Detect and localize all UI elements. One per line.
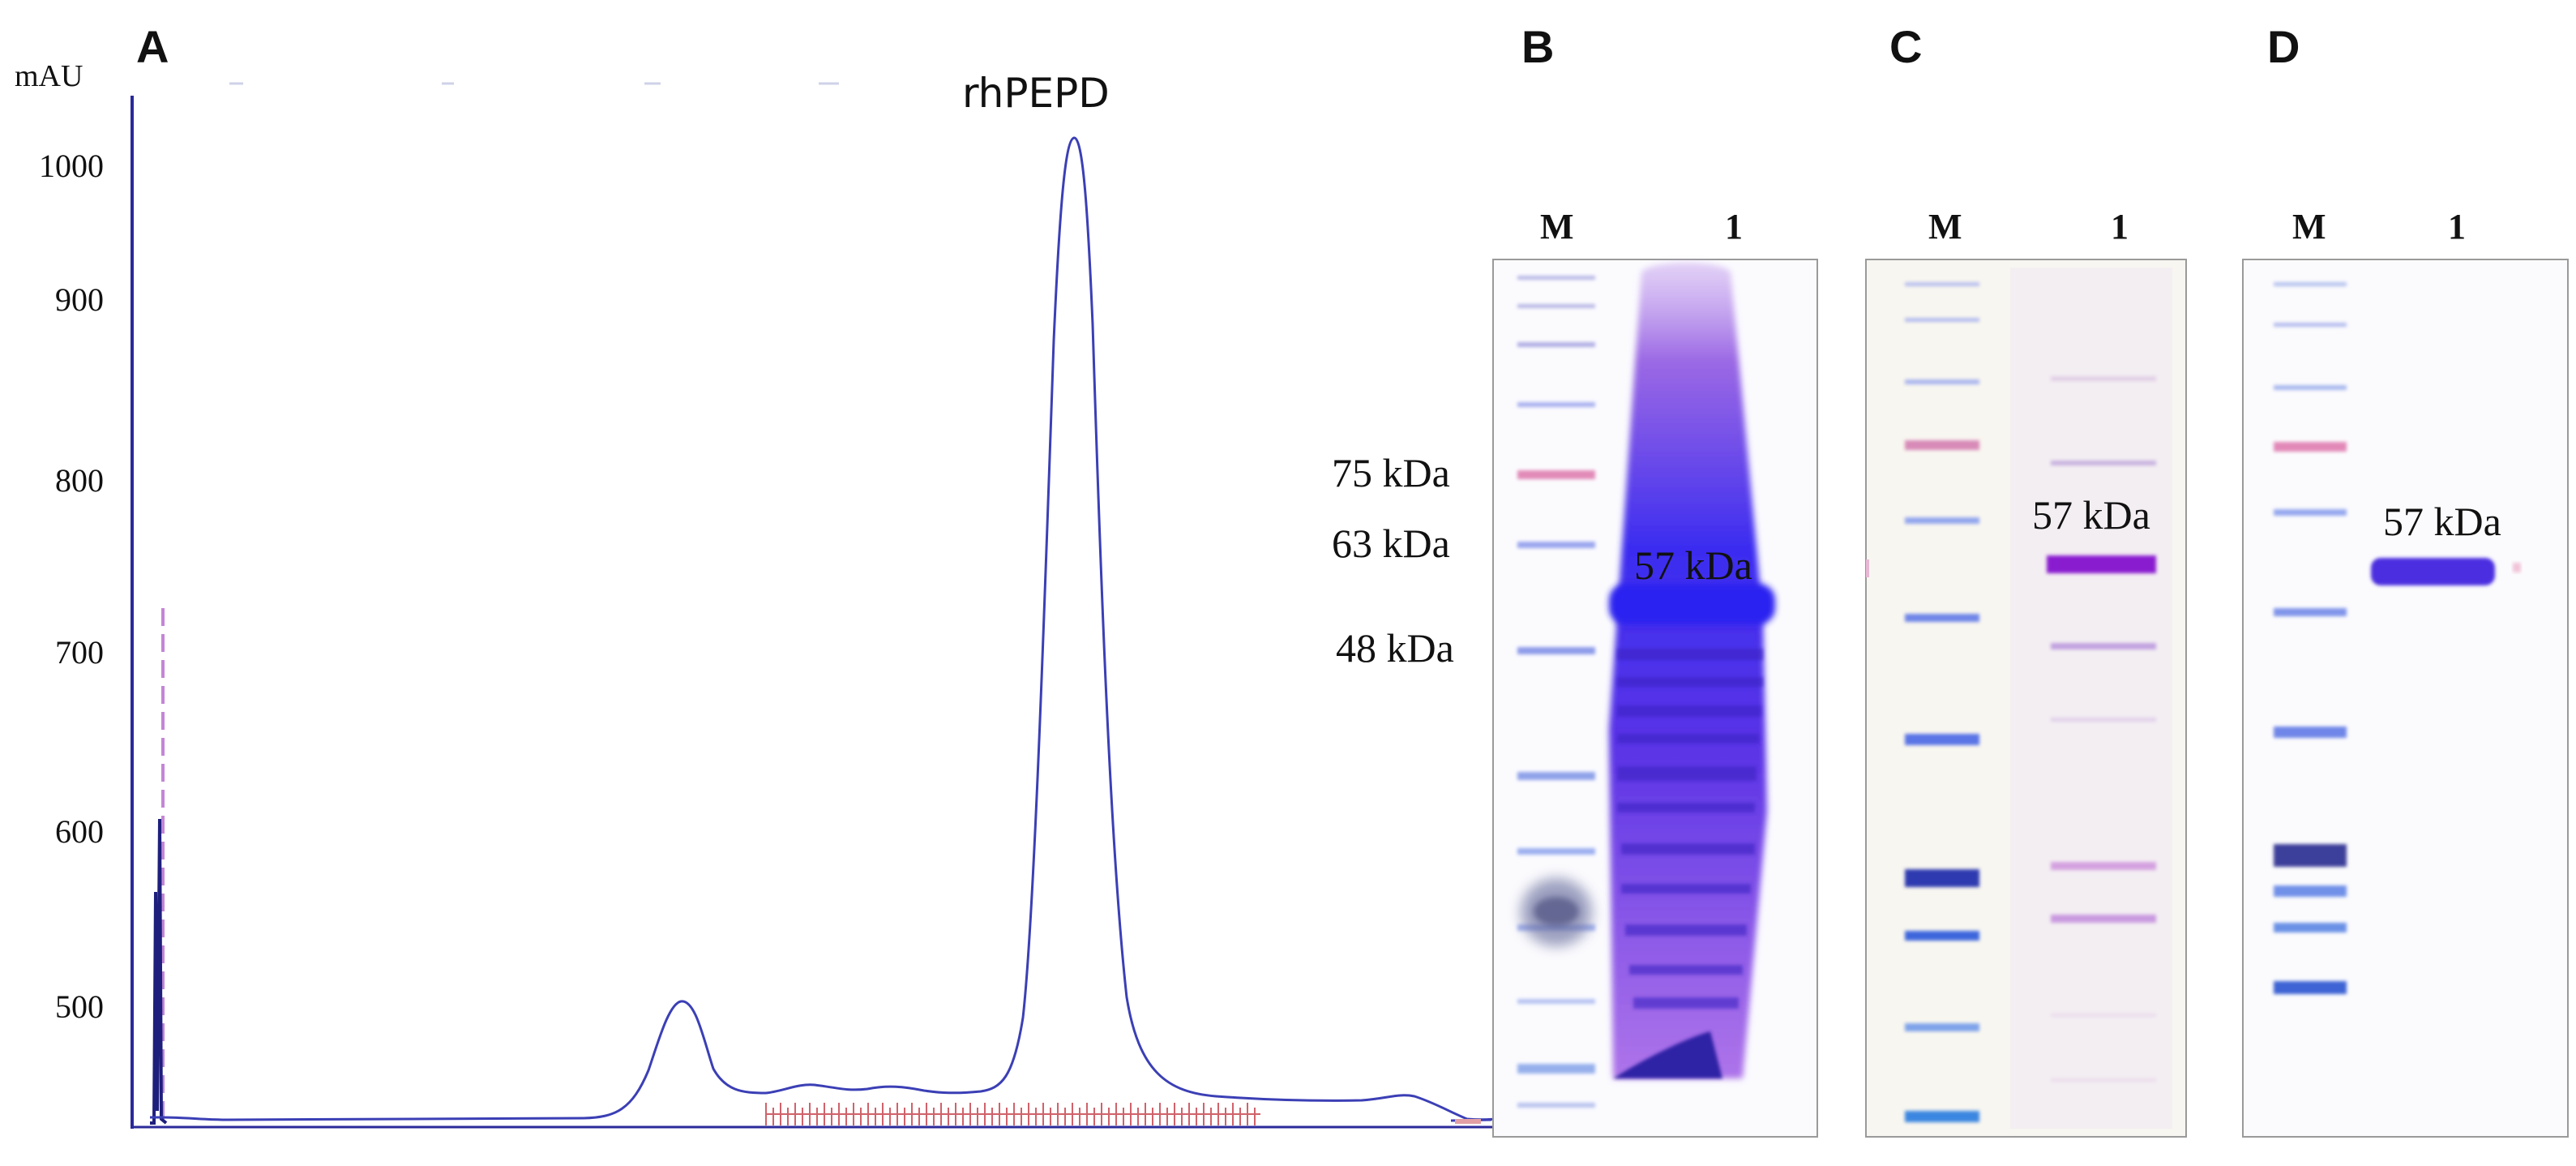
lane-label-1-c: 1 xyxy=(2111,207,2129,246)
band-label-b: 57 kDa xyxy=(1634,542,1752,588)
lane-label-1-b: 1 xyxy=(1725,207,1743,246)
gel-panel-b xyxy=(1492,259,1818,1138)
panel-letter-a: A xyxy=(136,21,169,72)
purified-band-d xyxy=(2371,558,2495,585)
y-tick-800: 800 xyxy=(55,462,104,499)
marker-label-63: 63 kDa xyxy=(1332,521,1450,566)
panel-letter-c: C xyxy=(1889,21,1923,72)
y-tick-700: 700 xyxy=(55,634,104,671)
y-tick-900: 900 xyxy=(55,281,104,318)
y-tick-500: 500 xyxy=(55,988,104,1025)
y-tick-1000: 1000 xyxy=(39,148,104,184)
fraction-lane-c xyxy=(2047,376,2156,1082)
gel-frame-d xyxy=(2242,259,2569,1138)
gel-panel-c xyxy=(1865,259,2187,1138)
lane-label-m-d: M xyxy=(2292,207,2326,246)
gel-panel-d xyxy=(2242,259,2569,1138)
chromatogram-panel xyxy=(131,82,1698,1129)
panel-letter-b: B xyxy=(1521,21,1555,72)
marker-lane-d xyxy=(2274,282,2347,994)
band-label-d: 57 kDa xyxy=(2383,499,2501,544)
marker-label-48: 48 kDa xyxy=(1336,625,1454,671)
lane-label-1-d: 1 xyxy=(2448,207,2466,246)
chromatogram-trace xyxy=(150,136,1654,1121)
fraction-ticks xyxy=(765,1103,1260,1125)
tail-mark xyxy=(1455,1119,1481,1124)
peak-label: rhPEPD xyxy=(962,70,1110,117)
lane-label-m-b: M xyxy=(1540,207,1574,246)
band-label-c: 57 kDa xyxy=(2032,492,2150,538)
y-tick-600: 600 xyxy=(55,813,104,850)
lane-label-m-c: M xyxy=(1928,207,1962,246)
injection-spike xyxy=(150,818,168,1125)
lysate-lane-b xyxy=(1609,262,1775,1078)
marker-label-75: 75 kDa xyxy=(1332,450,1450,495)
marker-lane-c xyxy=(1905,282,1979,1122)
panel-letter-d: D xyxy=(2267,21,2300,72)
y-axis-unit: mAU xyxy=(15,59,83,93)
